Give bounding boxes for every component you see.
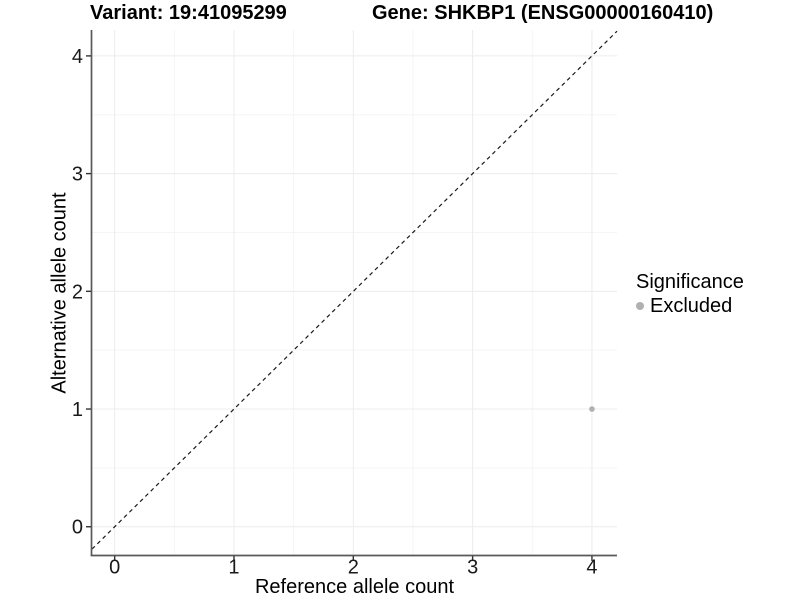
y-tick-label: 1 <box>72 399 83 421</box>
legend-item-label: Excluded <box>650 295 733 317</box>
x-tick-label: 1 <box>228 557 239 579</box>
plot-title-variant: Variant: 19:41095299 <box>90 2 287 24</box>
y-axis-title: Alternative allele count <box>48 192 71 394</box>
y-tick-label: 0 <box>72 517 83 539</box>
x-tick-label: 2 <box>348 557 359 579</box>
legend-item-excluded: Excluded <box>636 295 744 317</box>
plot-title-gene: Gene: SHKBP1 (ENSG00000160410) <box>372 2 714 24</box>
x-axis-title: Reference allele count <box>254 576 454 598</box>
x-tick-label: 4 <box>586 557 597 579</box>
y-tick-label: 3 <box>72 164 83 186</box>
x-tick-label: 0 <box>109 557 120 579</box>
excluded-point-icon <box>636 302 644 310</box>
x-tick-label: 3 <box>467 557 478 579</box>
identity-line <box>91 30 618 550</box>
y-tick-label: 2 <box>72 281 83 303</box>
legend: Significance Excluded <box>636 271 744 317</box>
legend-title: Significance <box>636 271 744 293</box>
y-tick-label: 4 <box>72 46 83 68</box>
data-point <box>589 406 595 412</box>
